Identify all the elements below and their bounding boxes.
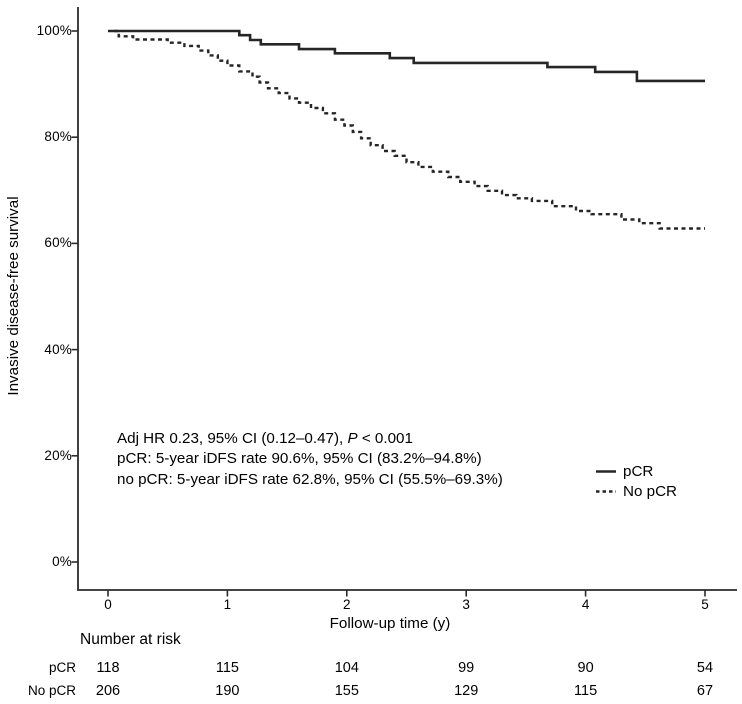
annotation-hr-line: Adj HR 0.23, 95% CI (0.12–0.47), P < 0.0… bbox=[117, 429, 503, 449]
risk-value: 115 bbox=[574, 683, 598, 699]
x-tick-label-5: 5 bbox=[701, 597, 709, 612]
annotation-nopcr-rate-line: no pCR: 5-year iDFS rate 62.8%, 95% CI (… bbox=[117, 470, 503, 488]
annotation-p-symbol: P bbox=[347, 430, 358, 447]
risk-value: 54 bbox=[696, 660, 714, 676]
legend-entry-pcr: pCR bbox=[596, 461, 677, 482]
x-tick-label-4: 4 bbox=[581, 597, 590, 612]
risk-value: 115 bbox=[215, 660, 239, 676]
risk-value: 129 bbox=[454, 683, 479, 699]
risk-value: 67 bbox=[696, 683, 714, 699]
risk-value: 190 bbox=[215, 683, 240, 699]
annotation-pcr-rate-line: pCR: 5-year iDFS rate 90.6%, 95% CI (83.… bbox=[117, 450, 482, 468]
y-tick-label-60: 60% bbox=[44, 235, 72, 250]
solid-line-sample-icon bbox=[596, 470, 616, 473]
y-tick-label-100: 100% bbox=[36, 23, 72, 38]
legend: pCR No pCR bbox=[596, 461, 677, 502]
x-tick-label-1: 1 bbox=[223, 597, 232, 612]
risk-value: 206 bbox=[95, 683, 121, 699]
y-axis-title: Invasive disease-free survival bbox=[5, 196, 22, 396]
risk-table-heading: Number at risk bbox=[80, 631, 181, 648]
risk-value: 118 bbox=[96, 660, 120, 676]
legend-label-no-pcr: No pCR bbox=[623, 483, 678, 501]
legend-entry-no-pcr: No pCR bbox=[596, 482, 677, 503]
annotation-p-value: < 0.001 bbox=[357, 430, 413, 447]
no-pcr-curve bbox=[114, 29, 705, 230]
risk-value: 90 bbox=[577, 660, 594, 676]
risk-value: 99 bbox=[458, 660, 475, 676]
y-tick-label-80: 80% bbox=[44, 129, 72, 144]
x-tick-label-0: 0 bbox=[104, 597, 112, 612]
risk-value: 104 bbox=[334, 660, 359, 676]
pcr-curve bbox=[108, 29, 705, 83]
stats-annotation: Adj HR 0.23, 95% CI (0.12–0.47), P < 0.0… bbox=[117, 429, 503, 490]
legend-label-pcr: pCR bbox=[623, 462, 654, 480]
risk-row-label-pcr: pCR bbox=[48, 660, 76, 675]
x-tick-label-3: 3 bbox=[462, 597, 470, 612]
x-axis-title: Follow-up time (y) bbox=[329, 615, 451, 632]
y-tick-label-20: 20% bbox=[44, 448, 72, 463]
annotation-hr-text: Adj HR 0.23, 95% CI (0.12–0.47), bbox=[117, 430, 348, 447]
y-tick-label-40: 40% bbox=[44, 342, 72, 357]
risk-row-label-no-pcr: No pCR bbox=[27, 683, 76, 698]
axis-lines bbox=[77, 7, 737, 591]
dashed-line-sample-icon bbox=[596, 490, 616, 493]
risk-value: 155 bbox=[334, 683, 359, 699]
x-tick-label-2: 2 bbox=[343, 597, 351, 612]
y-tick-label-0: 0% bbox=[52, 554, 72, 569]
